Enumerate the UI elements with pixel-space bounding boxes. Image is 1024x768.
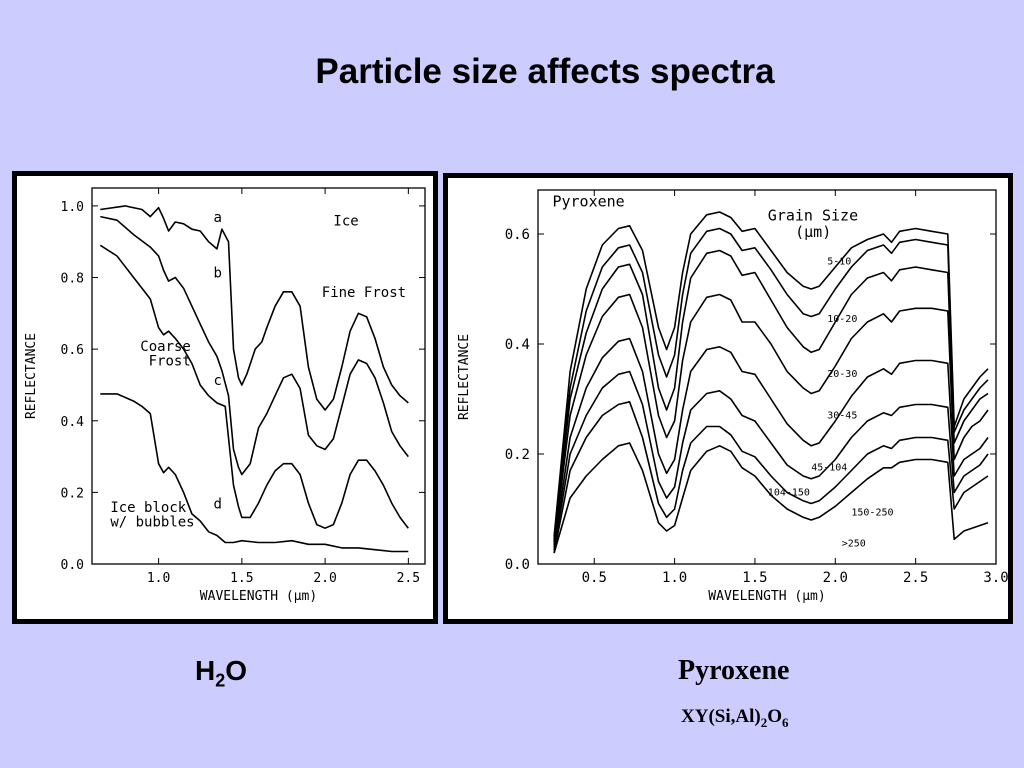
h2o-reflectance-chart: 1.0 1.5 2.0 2.5 0.0 0.2 0.4 0.6 0.8 1.0 WAVELENGTH… (17, 176, 433, 619)
h2o-plot-frame (91, 187, 426, 565)
pyroxene-x-tick-label: 1.0 (662, 570, 687, 586)
formula-part-b: O (767, 706, 782, 727)
pyroxene-plot-frame (537, 189, 997, 565)
h2o-x-tick-label: 1.5 (230, 571, 253, 586)
h2o-annotation: Fine Frost (322, 285, 406, 301)
h2o-x-tick-label: 2.5 (397, 571, 420, 586)
pyroxene-series-line-6 (553, 370, 989, 551)
pyroxene-series-line-4 (553, 293, 989, 545)
h2o-caption-main: H (195, 655, 216, 686)
h2o-y-tick-label: 0.0 (61, 558, 84, 573)
page-title: Particle size affects spectra (315, 52, 775, 91)
pyroxene-y-tick-label: 0.0 (505, 557, 530, 573)
pyroxene-y-axis-label: REFLECTANCE (457, 334, 472, 420)
h2o-series-line-3 (99, 244, 409, 529)
formula-part-a: XY(Si,Al) (681, 706, 761, 727)
h2o-series-line-1 (100, 205, 409, 411)
h2o-x-tick-label: 1.0 (147, 571, 170, 586)
h2o-y-tick-label: 0.4 (61, 415, 85, 430)
h2o-caption-tail: O (225, 655, 248, 686)
pyroxene-y-tick-label: 0.4 (505, 337, 530, 353)
h2o-series-line-2 (100, 215, 409, 476)
formula-sub-2: 6 (781, 714, 789, 730)
h2o-annotation: c (214, 373, 222, 389)
pyroxene-series-label: 5-10 (827, 256, 851, 267)
h2o-annotation: Ice block (110, 500, 186, 516)
pyroxene-y-tick-label: 0.6 (505, 227, 530, 243)
pyroxene-x-axis-label: WAVELENGTH (μm) (708, 589, 825, 604)
h2o-y-axis-label: REFLECTANCE (24, 333, 39, 419)
pyroxene-series-line-7 (553, 401, 989, 554)
h2o-annotation: d (214, 496, 222, 512)
pyroxene-reflectance-chart: 0.5 1.0 1.5 2.0 2.5 3.0 0.0 0.2 0.4 0.6 WAVELENGTH… (448, 178, 1008, 619)
pyroxene-series-label: 20-30 (827, 369, 857, 380)
h2o-y-tick-label: 0.2 (61, 486, 84, 501)
pyroxene-annotation: (μm) (795, 223, 831, 241)
pyroxene-x-tick-label: 0.5 (582, 570, 607, 586)
pyroxene-spectra-panel: 0.5 1.0 1.5 2.0 2.5 3.0 0.0 0.2 0.4 0.6 WAVELENGTH… (443, 173, 1013, 624)
pyroxene-series-label: 10-20 (827, 314, 857, 325)
pyroxene-series-label: 45-104 (811, 463, 847, 474)
h2o-spectra-panel: 1.0 1.5 2.0 2.5 0.0 0.2 0.4 0.6 0.8 1.0 WAVELENGTH… (12, 171, 438, 624)
pyroxene-caption: Pyroxene (678, 655, 790, 686)
pyroxene-series-line-8 (553, 442, 989, 554)
pyroxene-series-line-2 (553, 227, 989, 540)
h2o-y-tick-label: 1.0 (61, 200, 84, 215)
pyroxene-series-label: 30-45 (827, 410, 857, 421)
h2o-caption-subscript: 2 (215, 670, 226, 691)
pyroxene-x-tick-label: 2.5 (903, 570, 928, 586)
pyroxene-series-line-5 (553, 337, 989, 548)
h2o-series-line-4 (100, 393, 409, 553)
pyroxene-y-tick-label: 0.2 (505, 447, 530, 463)
pyroxene-x-tick-label: 1.5 (742, 570, 767, 586)
pyroxene-series-label: 150-250 (851, 508, 893, 519)
h2o-caption: H2O (195, 655, 247, 692)
h2o-annotation: w/ bubbles (110, 514, 194, 530)
h2o-x-axis-label: WAVELENGTH (μm) (200, 589, 317, 604)
formula-sub-1: 2 (760, 714, 768, 730)
pyroxene-series-label: >250 (842, 538, 866, 549)
pyroxene-annotation: Grain Size (768, 206, 858, 224)
pyroxene-x-tick-label: 3.0 (983, 570, 1008, 586)
h2o-annotation: Frost (149, 353, 191, 369)
h2o-annotation: b (214, 266, 222, 282)
pyroxene-series-line-3 (553, 249, 989, 543)
pyroxene-x-tick-label: 2.0 (823, 570, 848, 586)
h2o-x-tick-label: 2.0 (313, 571, 336, 586)
h2o-annotation: Ice (333, 214, 358, 230)
h2o-annotation: a (214, 210, 222, 226)
h2o-y-tick-label: 0.6 (61, 343, 84, 358)
pyroxene-formula: XY(Si,Al)2O6 (681, 706, 788, 731)
pyroxene-annotation: Pyroxene (552, 193, 624, 211)
pyroxene-series-line-1 (553, 211, 989, 537)
h2o-annotation: Coarse (140, 339, 191, 355)
h2o-y-tick-label: 0.8 (61, 272, 84, 287)
